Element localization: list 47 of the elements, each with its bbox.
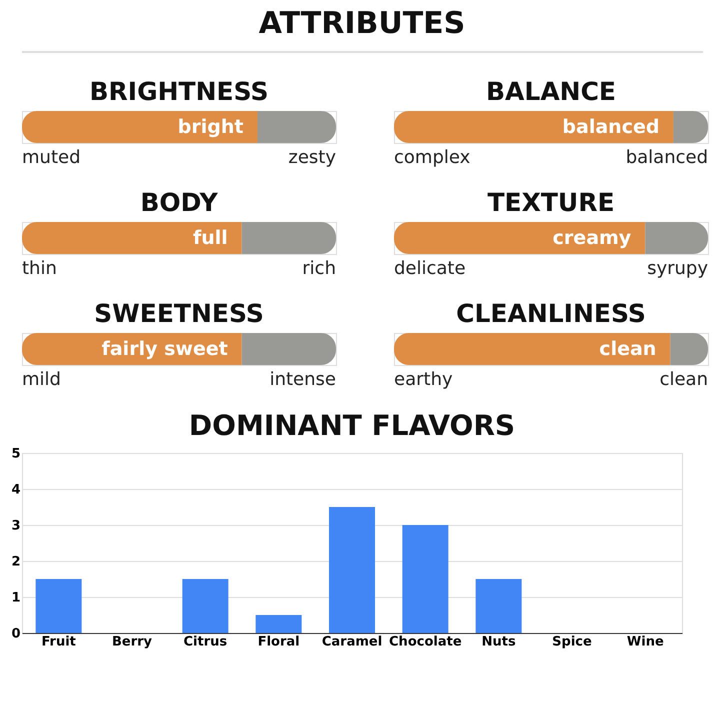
bar xyxy=(256,615,302,633)
annotation: full xyxy=(192,227,228,249)
chart-title: BALANCE xyxy=(486,77,616,106)
y-tick-label: 3 xyxy=(11,518,20,534)
text: earthy xyxy=(394,369,453,390)
annotation: creamy xyxy=(552,227,632,249)
chart-title: BRIGHTNESS xyxy=(90,77,268,106)
annotation: bright xyxy=(178,116,244,138)
y-tick-label: 5 xyxy=(11,446,20,462)
y-tick-label: 2 xyxy=(11,554,20,570)
text: muted xyxy=(22,147,80,168)
annotation: clean xyxy=(599,338,656,360)
x-tick-label: Wine xyxy=(626,634,664,650)
bar xyxy=(182,579,228,633)
chart-title: DOMINANT FLAVORS xyxy=(188,409,516,442)
y-tick-label: 4 xyxy=(11,482,20,498)
chart-title: BODY xyxy=(140,188,219,217)
x-tick-label: Citrus xyxy=(184,634,228,650)
text: zesty xyxy=(288,147,336,168)
text: delicate xyxy=(394,258,466,279)
y-tick-label: 1 xyxy=(11,590,20,606)
bar xyxy=(36,579,82,633)
x-tick-label: Chocolate xyxy=(389,634,462,650)
x-tick-label: Fruit xyxy=(41,634,76,650)
chart-title: SWEETNESS xyxy=(94,299,264,328)
x-tick-label: Floral xyxy=(258,634,300,650)
bar xyxy=(476,579,522,633)
text: balanced xyxy=(626,147,708,168)
text: syrupy xyxy=(647,258,708,279)
text: complex xyxy=(394,147,471,168)
chart-title: CLEANLINESS xyxy=(456,299,646,328)
annotation: fairly sweet xyxy=(102,338,228,360)
bar xyxy=(402,525,448,633)
annotation: balanced xyxy=(562,116,660,138)
text: rich xyxy=(302,258,336,279)
bar xyxy=(329,507,375,633)
x-tick-label: Caramel xyxy=(322,634,382,650)
text: mild xyxy=(22,369,61,390)
text: intense xyxy=(270,369,336,390)
text: thin xyxy=(22,258,57,279)
x-tick-label: Berry xyxy=(112,634,153,650)
chart-title: TEXTURE xyxy=(487,188,615,217)
y-tick-label: 0 xyxy=(11,626,20,642)
text: clean xyxy=(660,369,708,390)
x-tick-label: Nuts xyxy=(482,634,516,650)
x-tick-label: Spice xyxy=(552,634,592,650)
text: ATTRIBUTES xyxy=(258,6,466,41)
